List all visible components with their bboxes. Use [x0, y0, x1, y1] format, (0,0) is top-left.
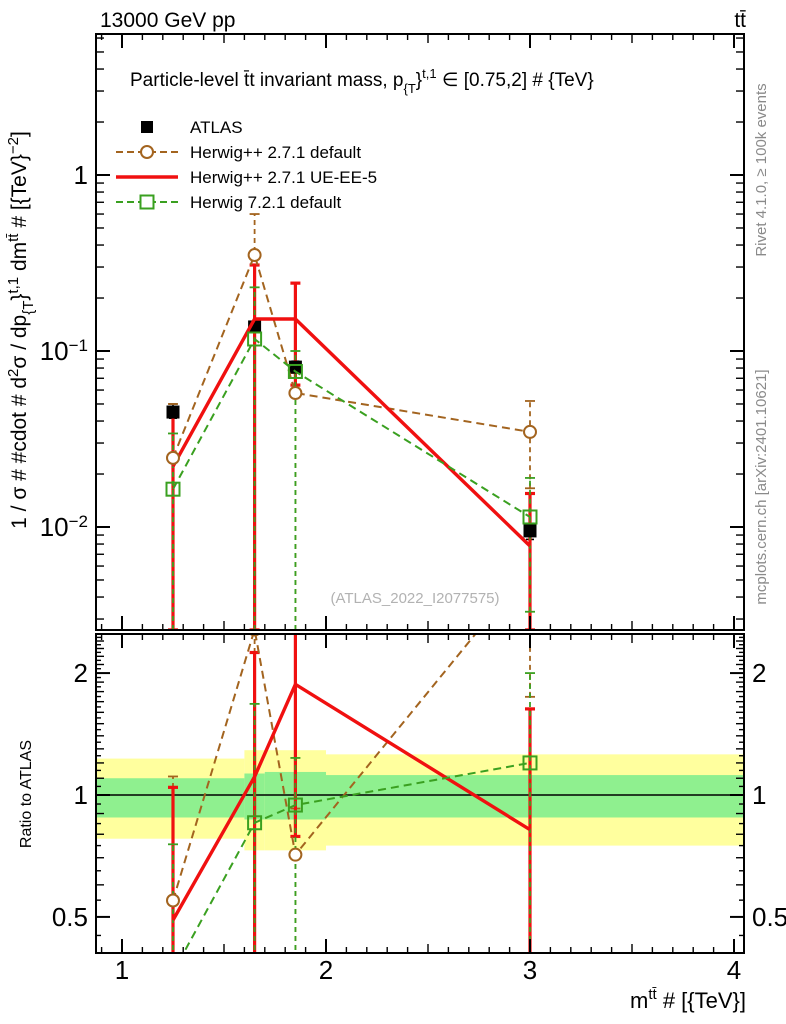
series-1-marker: [523, 424, 537, 439]
ratio-tick-label-left: 1: [74, 780, 88, 810]
y-main-tick-label: 10−2: [40, 512, 88, 542]
series-2-line: [171, 317, 532, 548]
ratio-tick-label-right: 0.5: [752, 902, 786, 932]
ratio-tick-label-right: 1: [752, 780, 766, 810]
series-1-marker: [166, 450, 180, 465]
mcplots-arxiv-note: mcplots.cern.ch [arXiv:2401.10621]: [753, 369, 770, 604]
y-main-tick-label: 10−1: [40, 336, 88, 366]
series-3-ratio-marker: [522, 755, 538, 771]
x-tick-label: 1: [115, 955, 129, 985]
series-1-ratio-marker: [166, 893, 180, 908]
series-3-ratio-marker: [247, 815, 263, 831]
series-3-marker: [522, 509, 538, 525]
header-beam-energy: 13000 GeV pp: [100, 9, 235, 32]
ratio-tick-label-left: 0.5: [52, 902, 88, 932]
series-0-marker: [166, 405, 180, 419]
legend-marker-herwig7: [139, 194, 155, 210]
ratio-panel-frame: [95, 633, 745, 954]
x-tick-label: 3: [523, 955, 537, 985]
ratio-tick-label-left: 2: [74, 658, 88, 688]
series-0-marker: [288, 360, 302, 374]
legend-label-atlas: ATLAS: [190, 118, 243, 137]
legend-label-herwig-ueee5: Herwig++ 2.7.1 UE-EE-5: [190, 168, 377, 187]
x-tick-label: 4: [727, 955, 741, 985]
ratio-tick-label-right: 2: [752, 658, 766, 688]
legend-label-herwig-default: Herwig++ 2.7.1 default: [190, 143, 361, 162]
plot-title: Particle-level t̄t invariant mass, p{T}t…: [130, 66, 594, 96]
header-process: tt̄: [734, 9, 746, 32]
series-1-marker: [247, 248, 262, 263]
tick-labels: 1 2 3 4 1 10−1 10−2 2 2 1 1 0.5 0.5: [40, 160, 786, 985]
series-1-line: [172, 251, 531, 459]
series-3-ratio-marker: [167, 966, 180, 979]
band-stat-uncertainty: [96, 778, 245, 818]
series-3-ratio-line: [182, 761, 531, 953]
y-axis-title-main: 1 / σ # #cdot # d2σ / dp{T}t,1 dmtt̄ # […: [5, 131, 37, 529]
legend-markers: [116, 121, 178, 210]
series-1-marker: [288, 386, 303, 401]
rivet-version-note: Rivet 4.1.0, ≥ 100k events: [753, 83, 770, 256]
series-3-ratio-marker: [287, 797, 303, 813]
ratio-series-layer: [166, 634, 538, 979]
series-3-marker: [165, 481, 181, 497]
main-series-layer: [165, 213, 538, 630]
legend-marker-atlas: [141, 121, 153, 133]
watermark-analysis-id: (ATLAS_2022_I2077575): [330, 590, 499, 607]
y-main-tick-label: 1: [74, 160, 88, 190]
band-stat-uncertainty: [326, 775, 744, 818]
series-2-ratio-line: [171, 681, 531, 921]
series-1-ratio-marker: [288, 847, 303, 862]
series-3-line: [172, 337, 531, 518]
legend-marker-herwig-default: [140, 145, 154, 159]
panel-frames: [95, 33, 745, 954]
y-axis-title-ratio: Ratio to ATLAS: [18, 740, 35, 848]
series-0-marker: [523, 524, 537, 538]
x-axis-title: mtt̄ # [{TeV}]: [630, 986, 746, 1013]
series-1-ratio-line: [172, 634, 477, 901]
x-tick-label: 2: [319, 955, 333, 985]
main-panel-frame: [95, 33, 745, 631]
legend-label-herwig7: Herwig 7.2.1 default: [190, 193, 341, 212]
series-3-marker: [287, 363, 303, 379]
series-3-marker: [247, 331, 263, 347]
